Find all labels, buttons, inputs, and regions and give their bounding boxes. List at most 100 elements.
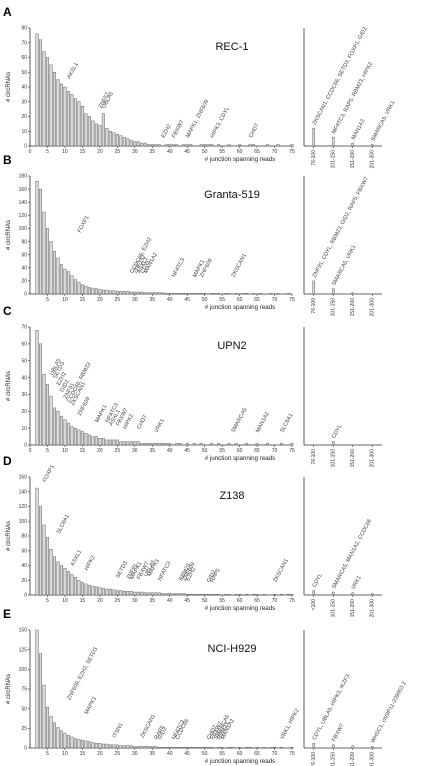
bar <box>115 291 119 295</box>
bar <box>66 571 70 596</box>
bar <box>150 592 154 596</box>
bar <box>52 251 56 295</box>
x-tick-label: 70 <box>272 149 278 155</box>
bar <box>49 716 53 749</box>
bar <box>269 746 273 749</box>
bar <box>119 590 123 596</box>
x-tick-label: 10 <box>62 448 68 454</box>
bar <box>59 416 63 446</box>
bar <box>59 264 63 295</box>
bar <box>63 268 67 295</box>
y-tick-label: 0 <box>24 144 27 150</box>
x-tick-label: 15 <box>80 149 86 155</box>
bar <box>245 293 249 295</box>
x-axis-label: # junction spanning reads <box>205 605 276 612</box>
bar <box>94 288 98 295</box>
bin-bar <box>351 142 354 147</box>
bar <box>206 594 210 596</box>
y-tick-label: 180 <box>19 174 28 180</box>
bar <box>199 144 203 147</box>
bar <box>287 594 290 596</box>
bar <box>234 293 238 295</box>
bar <box>122 591 126 596</box>
bin-bar <box>351 592 354 596</box>
bar <box>224 594 228 596</box>
bar <box>210 293 214 295</box>
bin-tick-label: 101-150 <box>330 449 336 468</box>
bar <box>290 443 294 446</box>
bar <box>206 144 210 147</box>
bar <box>213 594 217 596</box>
bin-bar <box>351 292 354 295</box>
bar <box>241 293 245 295</box>
y-tick-label: 120 <box>19 504 28 510</box>
annotation: FBXW7 <box>171 119 185 139</box>
y-axis-label: # circRNAs <box>6 371 12 401</box>
bar <box>192 443 196 446</box>
bar <box>129 291 133 295</box>
annotation: ZKSCAN1 <box>231 253 248 279</box>
bar <box>101 743 105 749</box>
bar <box>199 443 203 446</box>
bar <box>185 746 189 749</box>
y-tick-label: 75 <box>21 687 27 693</box>
bar <box>56 79 60 147</box>
bar <box>136 441 140 446</box>
bin-annotation: SMARCA5, MAN1A2, CCDC66 <box>331 518 373 590</box>
annotation: CHD7 <box>248 123 260 139</box>
bar <box>77 739 81 749</box>
x-axis-label: # junction spanning reads <box>205 156 276 163</box>
bar <box>157 292 161 295</box>
bar <box>73 427 77 446</box>
bar <box>203 594 207 596</box>
x-tick-label: 5 <box>46 297 49 303</box>
bin-annotation: VRK1 <box>351 575 363 591</box>
bar <box>101 438 105 446</box>
bar <box>52 407 56 446</box>
bar <box>133 591 137 596</box>
bar <box>49 549 53 596</box>
annotation: SLC8A1 <box>279 413 294 434</box>
bar <box>42 684 46 749</box>
y-tick-label: 70 <box>21 325 27 331</box>
x-tick-label: 75 <box>289 149 295 155</box>
x-tick-label: 35 <box>149 149 155 155</box>
bin-tick-label: 101-150 <box>330 599 336 618</box>
bar <box>206 746 210 749</box>
bar <box>175 293 179 295</box>
bar <box>238 594 242 596</box>
bar <box>147 144 151 147</box>
panel-title: NCI-H929 <box>208 643 257 655</box>
bar <box>154 746 158 749</box>
x-tick-label: 25 <box>115 448 121 454</box>
bar <box>248 746 252 749</box>
bar <box>35 629 39 749</box>
x-tick-label: 10 <box>62 297 68 303</box>
bar <box>129 139 133 147</box>
bin-bar <box>371 593 374 596</box>
bar <box>140 142 144 147</box>
bar <box>154 292 158 295</box>
bar <box>87 287 91 295</box>
x-tick-label: 30 <box>132 297 138 303</box>
annotation: ITSN1 <box>112 722 125 739</box>
bar <box>108 744 112 749</box>
y-tick-label: 20 <box>21 409 27 415</box>
y-tick-label: 100 <box>19 226 28 232</box>
y-tick-label: 60 <box>21 55 27 61</box>
bin-tick-label: 201-300 <box>369 752 375 766</box>
x-tick-label: 50 <box>202 297 208 303</box>
x-tick-label: 65 <box>254 751 260 757</box>
bin-tick-label: 201-300 <box>369 150 375 169</box>
x-tick-label: 75 <box>289 297 295 303</box>
bar <box>143 592 147 596</box>
bar <box>38 506 42 596</box>
bar <box>105 588 109 596</box>
x-tick-label: 45 <box>184 297 190 303</box>
y-tick-label: 50 <box>21 358 27 364</box>
x-tick-label: 40 <box>167 751 173 757</box>
y-tick-label: 20 <box>21 578 27 584</box>
bar <box>94 436 98 446</box>
bar <box>112 439 116 446</box>
annotation: VRK1, HIPK2 <box>279 708 300 741</box>
